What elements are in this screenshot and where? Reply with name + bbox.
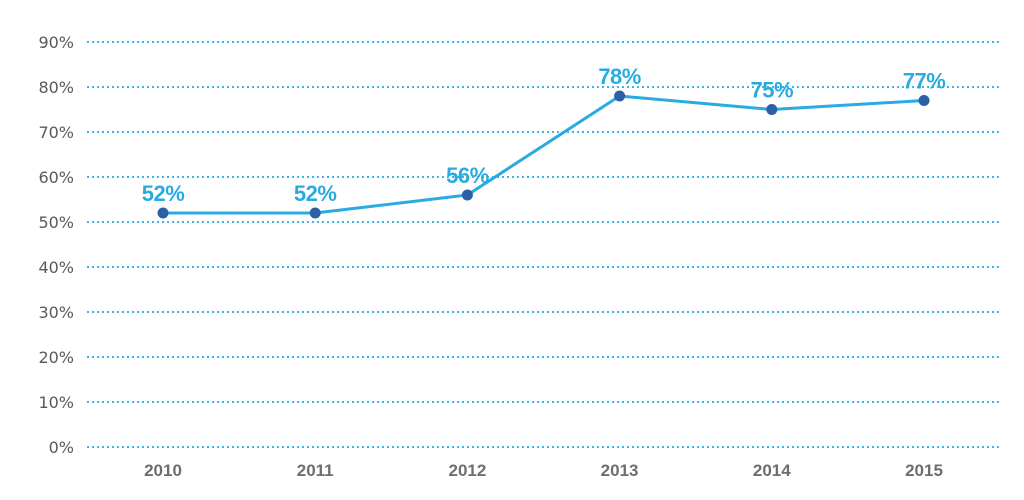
data-point-2015 [918,95,930,106]
point-label-2014: 75% [751,78,794,103]
point-label-2012: 56% [446,163,489,188]
y-tick-label-70: 70% [38,123,74,142]
data-series-layer [157,90,930,219]
data-point-2014 [766,104,778,115]
point-label-2010: 52% [142,181,185,206]
x-tick-label-2014: 2014 [753,461,791,480]
point-label-2013: 78% [598,64,641,89]
data-point-labels-layer: 52% 52% 56% 78% 75% 77% [142,64,946,206]
data-point-2013 [614,90,626,102]
y-tick-label-40: 40% [38,258,74,277]
y-tick-label-80: 80% [38,78,74,97]
x-tick-label-2011: 2011 [297,461,334,480]
x-tick-label-2015: 2015 [905,461,943,480]
data-point-2010 [157,207,169,219]
y-tick-label-90: 90% [38,33,74,52]
point-label-2015: 77% [903,69,946,94]
x-tick-label-2010: 2010 [144,461,182,480]
y-tick-label-60: 60% [38,168,74,187]
point-label-2011: 52% [294,181,337,206]
y-tick-label-20: 20% [38,348,74,367]
data-point-2011 [309,207,321,219]
series-line [161,94,926,215]
y-tick-label-30: 30% [38,303,74,322]
y-tick-label-10: 10% [38,393,74,412]
x-tick-label-2012: 2012 [448,461,486,480]
data-point-2012 [461,189,473,201]
x-axis-labels-layer: 2010 2011 2012 2013 2014 2015 [144,461,943,480]
x-tick-label-2013: 2013 [601,461,639,480]
y-axis-labels-layer: 0% 10% 20% 30% 40% 50% 60% 70% 80% 90% [38,33,74,457]
y-tick-label-50: 50% [38,213,74,232]
y-tick-label-0: 0% [49,438,74,457]
